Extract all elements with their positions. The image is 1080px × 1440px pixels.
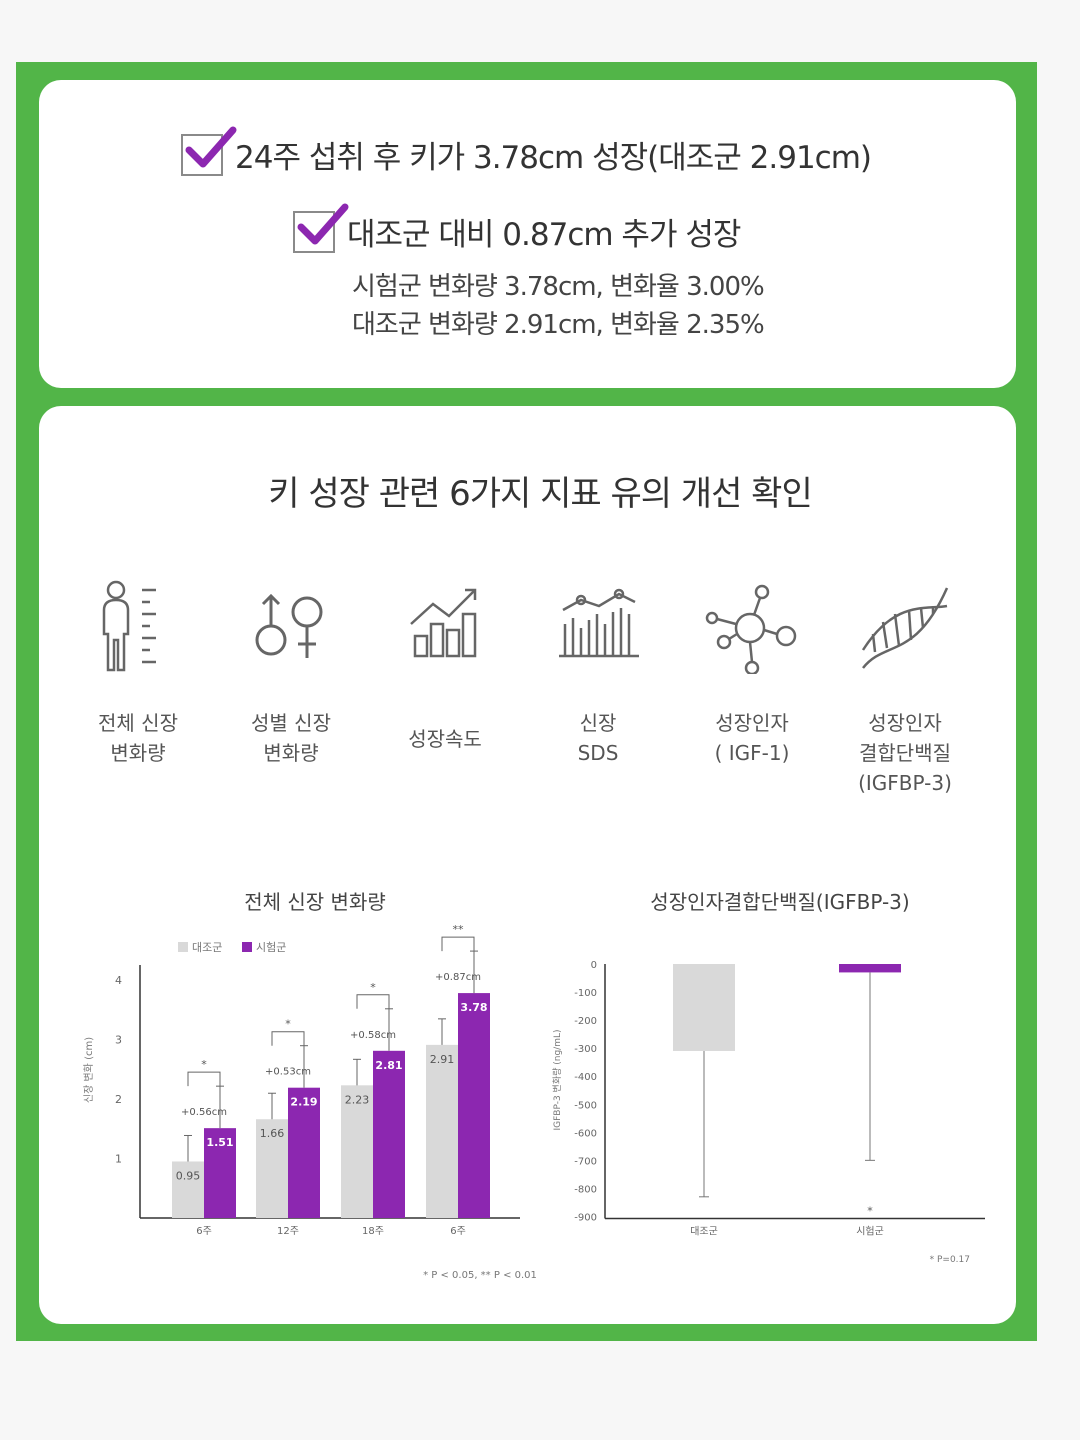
y-tick-label: 0 (591, 960, 597, 971)
y-tick-label: -700 (574, 1156, 597, 1167)
check-icon (181, 126, 237, 176)
y-axis-label: IGFBP-3 변화량 (ng/mL) (551, 1030, 563, 1131)
molecule-icon (677, 584, 827, 674)
y-tick-label: -800 (574, 1184, 597, 1195)
indicator-label-growth-rate: 성장속도 (408, 727, 482, 751)
x-tick-label: 대조군 (690, 1225, 718, 1237)
control-group-detail: 대조군 변화량 2.91cm, 변화율 2.35% (352, 310, 765, 340)
x-tick-label: 18주 (362, 1226, 384, 1237)
test-bar (458, 993, 490, 1218)
test-value-label: 1.51 (206, 1136, 233, 1149)
summary-card (39, 80, 1016, 388)
difference-label: +0.53cm (265, 1067, 311, 1078)
legend-swatch-control (178, 942, 188, 952)
x-tick-label: 6주 (450, 1226, 466, 1237)
summary-line-1: 24주 섭취 후 키가 3.78cm 성장(대조군 2.91cm) (181, 126, 872, 177)
indicator-label-igfbp3: 성장인자 결합단백질 (IGFBP-3) (858, 711, 952, 795)
difference-label: +0.56cm (181, 1107, 227, 1118)
significance-mark: * (201, 1058, 207, 1071)
y-tick-label: 1 (115, 1153, 122, 1166)
significance-mark: ** (453, 923, 465, 936)
control-value-label: 0.95 (176, 1169, 201, 1182)
control-bar (256, 1119, 288, 1218)
significance-bracket (187, 1071, 221, 1087)
additional-growth-text: 대조군 대비 0.87cm 추가 성장 (347, 217, 741, 253)
igfbp3-bar-chart: IGFBP-3 변화량 (ng/mL) 0 -100 -200 -300 -400 -500… (551, 960, 985, 1265)
test-value-label: 3.78 (460, 1001, 487, 1014)
y-tick-label: -100 (574, 988, 597, 999)
y-tick-label: -300 (574, 1044, 597, 1055)
legend-swatch-test (242, 942, 252, 952)
significance-mark: * (285, 1018, 291, 1031)
y-tick-label: -500 (574, 1100, 597, 1111)
control-bar (172, 1161, 204, 1218)
indicator-label-gender-height: 성별 신장 변화량 (251, 711, 331, 765)
x-tick-label: 시험군 (856, 1225, 884, 1237)
difference-label: +0.87cm (435, 972, 481, 983)
control-bar (426, 1044, 458, 1218)
legend-label-test: 시험군 (256, 941, 286, 954)
igfbp3-bar (673, 964, 735, 1051)
legend-label-control: 대조군 (192, 941, 222, 954)
test-bar (288, 1087, 320, 1218)
control-value-label: 1.66 (260, 1127, 285, 1140)
body-height-icon (63, 580, 213, 676)
gender-symbols-icon (216, 588, 366, 668)
indicator-label-height-sds: 신장 SDS (577, 711, 619, 765)
footnote: * P < 0.05, ** P < 0.01 (423, 1270, 537, 1281)
chart-title-igfbp3: 성장인자결합단백질(IGFBP-3) (650, 890, 910, 914)
check-icon (293, 203, 349, 253)
significance-bracket (271, 1031, 305, 1046)
significance-bracket (356, 994, 390, 1009)
test-bar (373, 1050, 405, 1218)
y-tick-label: -600 (574, 1128, 597, 1139)
y-tick-label: 2 (115, 1093, 122, 1106)
summary-line-2: 대조군 대비 0.87cm 추가 성장 (293, 203, 741, 254)
dna-icon (830, 580, 980, 676)
y-axis-label: 신장 변화 (cm) (83, 1037, 95, 1103)
difference-label: +0.58cm (350, 1030, 396, 1041)
trend-bars-icon (523, 584, 673, 664)
growth-chart-icon (370, 584, 520, 664)
indicator-label-igf1: 성장인자 ( IGF-1) (714, 711, 790, 765)
significance-mark: * (370, 981, 376, 994)
y-tick-label: -400 (574, 1072, 597, 1083)
indicator-label-total-height: 전체 신장 변화량 (98, 711, 178, 765)
y-tick-label: 3 (115, 1034, 122, 1047)
control-value-label: 2.23 (345, 1093, 370, 1106)
test-group-detail: 시험군 변화량 3.78cm, 변화율 3.00% (352, 272, 765, 302)
y-tick-label: -900 (574, 1212, 597, 1223)
significance-mark: * (867, 1204, 873, 1217)
igfbp3-bar (839, 964, 901, 973)
chart-title-height: 전체 신장 변화량 (244, 890, 386, 914)
control-bar (341, 1085, 373, 1218)
x-tick-label: 6주 (196, 1226, 212, 1237)
test-value-label: 2.19 (290, 1096, 317, 1109)
x-tick-label: 12주 (277, 1226, 299, 1237)
y-tick-label: -200 (574, 1016, 597, 1027)
section-title: 키 성장 관련 6가지 지표 유의 개선 확인 (268, 474, 812, 514)
significance-bracket (441, 936, 475, 952)
test-value-label: 2.81 (375, 1059, 402, 1072)
growth-headline: 24주 섭취 후 키가 3.78cm 성장(대조군 2.91cm) (235, 140, 872, 176)
footnote: * P=0.17 (930, 1255, 970, 1265)
y-tick-label: 4 (115, 974, 122, 987)
test-bar (204, 1128, 236, 1218)
control-value-label: 2.91 (430, 1053, 455, 1066)
